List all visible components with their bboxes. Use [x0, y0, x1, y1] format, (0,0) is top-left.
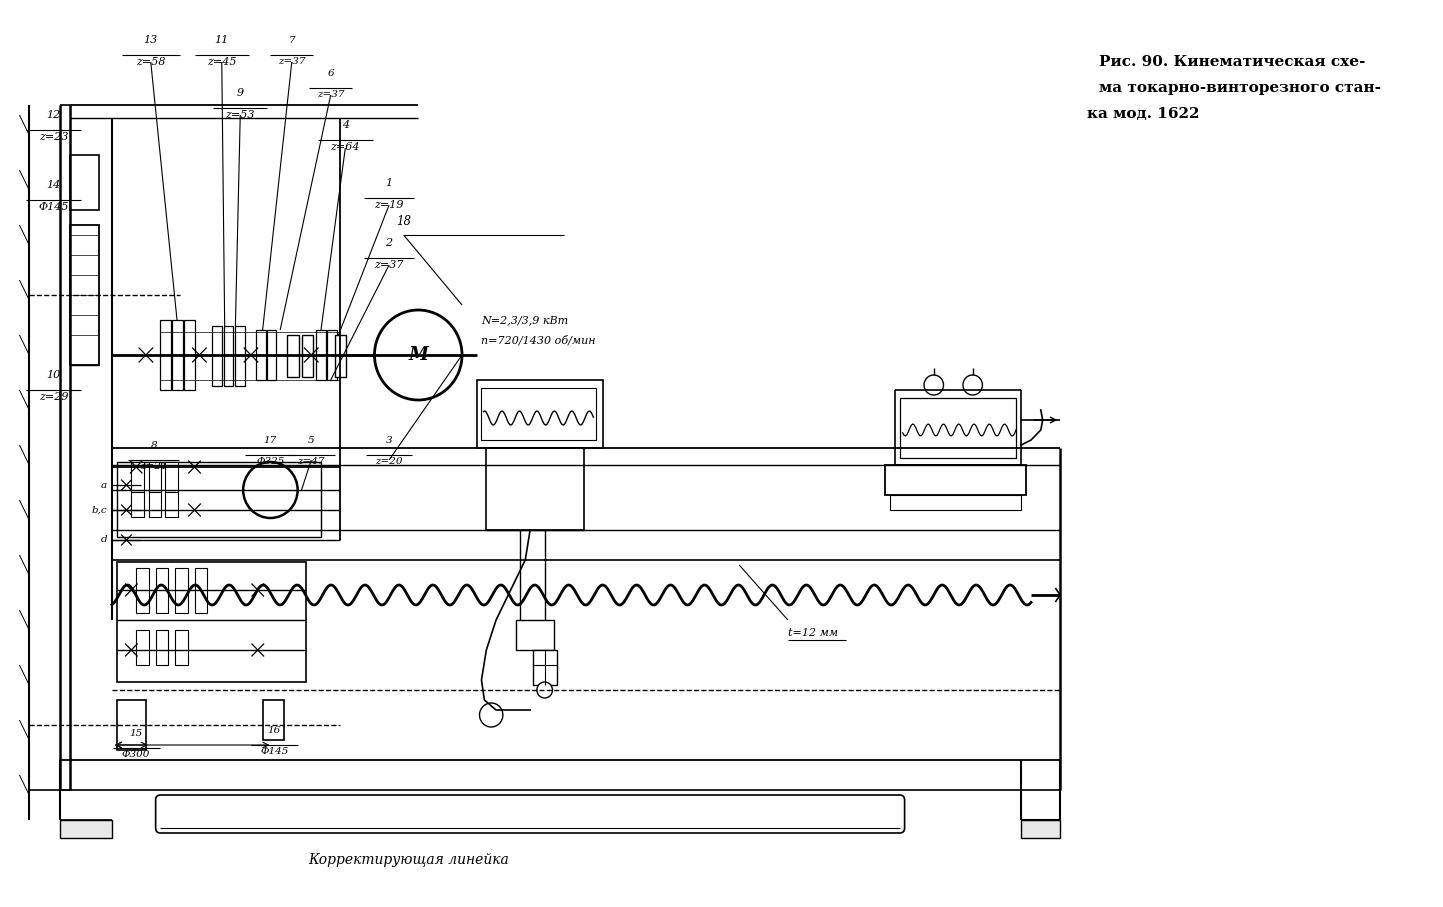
Bar [316, 330, 326, 380]
Bar [267, 330, 276, 380]
Bar [61, 820, 113, 838]
Text: ка мод. 1622: ка мод. 1622 [1087, 107, 1199, 121]
Text: 17: 17 [264, 436, 277, 445]
Text: ма токарно-винторезного стан-: ма токарно-винторезного стан- [1100, 81, 1381, 95]
Bar [212, 326, 222, 386]
Text: 6: 6 [328, 69, 333, 78]
Bar [1022, 820, 1061, 838]
Text: 14: 14 [46, 180, 61, 190]
Text: z=64: z=64 [330, 142, 361, 152]
Bar [149, 462, 162, 492]
Bar [71, 225, 100, 365]
Circle shape [962, 375, 983, 395]
Text: t=12 мм: t=12 мм [788, 628, 838, 638]
Text: z=19: z=19 [374, 200, 404, 210]
Text: z=47: z=47 [297, 457, 325, 466]
Bar [183, 320, 195, 390]
Bar [131, 462, 144, 492]
Bar [156, 568, 169, 613]
Text: Φ325: Φ325 [257, 457, 284, 466]
Circle shape [924, 375, 944, 395]
Text: 10: 10 [46, 370, 61, 380]
Bar [476, 380, 603, 448]
Text: z=37: z=37 [374, 260, 404, 270]
Bar [166, 462, 177, 492]
Text: 15: 15 [130, 729, 143, 738]
Text: М: М [408, 346, 429, 364]
Text: z=53: z=53 [225, 110, 255, 120]
Circle shape [479, 703, 502, 727]
Bar [900, 398, 1016, 458]
Text: Рис. 90. Кинематическая схе-: Рис. 90. Кинематическая схе- [1100, 55, 1365, 69]
Text: 11: 11 [215, 35, 229, 45]
Text: z=58: z=58 [136, 57, 166, 67]
Text: 12: 12 [46, 110, 61, 120]
Bar [235, 326, 245, 386]
Bar [136, 630, 149, 665]
Text: d: d [101, 535, 107, 544]
Text: 8: 8 [150, 441, 157, 450]
Text: z=29: z=29 [39, 392, 68, 402]
Text: 3: 3 [385, 436, 392, 445]
FancyBboxPatch shape [156, 795, 905, 833]
Bar [326, 330, 336, 380]
Bar [71, 155, 100, 210]
Text: b,c: b,c [91, 505, 107, 514]
Text: Корректирующая линейка: Корректирующая линейка [309, 853, 509, 867]
Bar [117, 462, 320, 537]
Text: 16: 16 [267, 726, 281, 735]
Text: Φ145: Φ145 [260, 747, 289, 756]
Bar [287, 335, 299, 377]
Text: 2: 2 [385, 238, 392, 248]
Bar [515, 620, 554, 650]
Bar [263, 700, 284, 740]
Text: 18: 18 [397, 215, 411, 228]
Circle shape [375, 310, 462, 400]
Bar [302, 335, 313, 377]
Bar [149, 492, 162, 517]
Bar [335, 335, 346, 377]
Text: z=45: z=45 [206, 57, 237, 67]
Text: 4: 4 [342, 120, 349, 130]
Text: z=37: z=37 [317, 90, 345, 99]
Bar [885, 465, 1026, 495]
Text: 7: 7 [289, 36, 296, 45]
Bar [117, 700, 146, 750]
Text: a: a [101, 481, 107, 490]
Bar [160, 320, 172, 390]
Text: z=20: z=20 [375, 457, 403, 466]
Bar [224, 326, 234, 386]
Bar [172, 320, 183, 390]
Text: 9: 9 [237, 88, 244, 98]
Bar [255, 330, 266, 380]
Bar [175, 568, 188, 613]
Text: N=2,3/3,9 кВт: N=2,3/3,9 кВт [482, 315, 569, 325]
Text: Φ145: Φ145 [39, 202, 69, 212]
Bar [156, 630, 169, 665]
Text: 5: 5 [307, 436, 315, 445]
Bar [166, 492, 177, 517]
Bar [175, 630, 188, 665]
Text: Φ300: Φ300 [123, 750, 150, 759]
Bar [482, 388, 596, 440]
Circle shape [537, 682, 553, 698]
Bar [486, 448, 583, 530]
Text: z=37: z=37 [278, 57, 306, 66]
Text: z=21: z=21 [140, 462, 167, 471]
Text: n=720/1430 об/мин: n=720/1430 об/мин [482, 335, 596, 346]
Circle shape [244, 462, 297, 518]
Bar [195, 568, 208, 613]
Text: 1: 1 [385, 178, 392, 188]
Bar [136, 568, 149, 613]
Bar [117, 562, 306, 682]
Bar [890, 495, 1022, 510]
Bar [532, 650, 557, 685]
Bar [131, 492, 144, 517]
Text: 13: 13 [144, 35, 157, 45]
Text: z=23: z=23 [39, 132, 68, 142]
